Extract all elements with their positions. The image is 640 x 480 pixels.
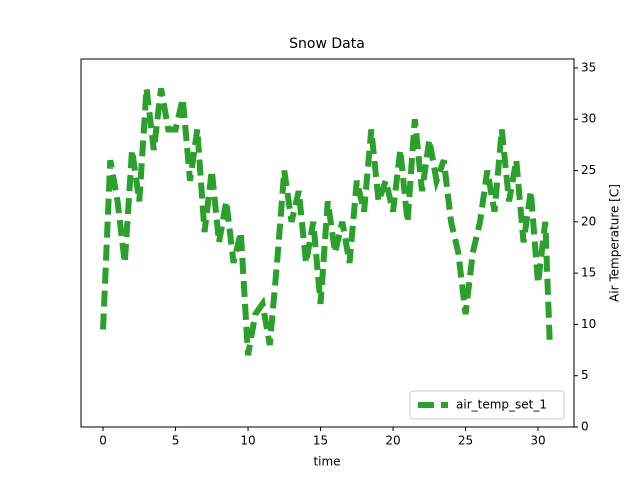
y-tick-label: 20 (581, 214, 596, 228)
chart-title: Snow Data (289, 36, 365, 52)
x-tick-label: 25 (458, 434, 473, 448)
x-tick-label: 5 (172, 434, 180, 448)
x-tick-label: 30 (530, 434, 545, 448)
y-tick-label: 35 (581, 60, 596, 74)
x-tick-label: 15 (313, 434, 328, 448)
plot-frame (80, 58, 575, 428)
y-tick-label: 5 (581, 368, 589, 382)
y-tick-label: 25 (581, 163, 596, 177)
x-tick-label: 0 (99, 434, 107, 448)
x-tick-label: 10 (240, 434, 255, 448)
legend-box (409, 390, 565, 420)
line-series (100, 87, 553, 356)
y-tick-label: 15 (581, 266, 596, 280)
x-axis-label: time (313, 455, 340, 469)
x-tick-label: 20 (385, 434, 400, 448)
legend-label: air_temp_set_1 (456, 398, 547, 412)
y-axis-label: Air Temperature [C] (608, 184, 622, 302)
y-tick-label: 30 (581, 112, 596, 126)
y-tick-label: 0 (581, 420, 589, 434)
y-tick-label: 10 (581, 317, 596, 331)
